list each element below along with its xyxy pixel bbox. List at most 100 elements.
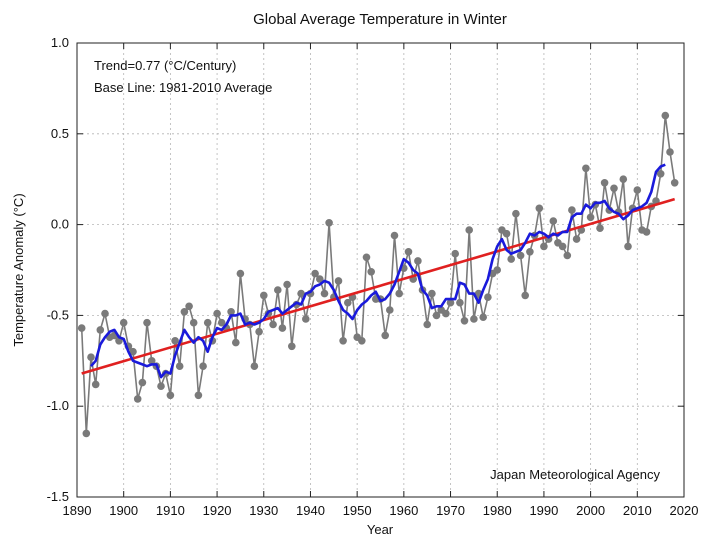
annual-anomaly-point	[255, 327, 263, 336]
x-tick-label: 1940	[296, 503, 325, 518]
annual-anomaly-point	[442, 309, 450, 318]
annual-anomaly-point	[91, 380, 100, 389]
y-tick-label: -0.5	[47, 307, 69, 322]
annual-anomaly-point	[227, 308, 235, 316]
annual-anomaly-point	[339, 337, 347, 345]
y-tick-label: -1.5	[47, 489, 69, 504]
annual-anomaly-point	[661, 111, 670, 120]
x-tick-label: 1930	[249, 503, 278, 518]
x-tick-label: 2010	[623, 503, 652, 518]
annual-anomaly-point	[428, 289, 436, 298]
annual-anomaly-point	[642, 228, 651, 236]
annual-anomaly-point	[633, 186, 642, 194]
annual-anomaly-point	[586, 213, 595, 222]
annual-anomaly-point	[493, 266, 502, 274]
x-tick-label: 1890	[63, 503, 92, 518]
x-tick-label: 1990	[529, 503, 558, 518]
annual-anomaly-point	[516, 251, 525, 260]
annual-anomaly-point	[484, 293, 492, 302]
annual-anomaly-point	[568, 206, 576, 214]
annual-anomaly-point	[582, 164, 590, 173]
axis-ticks: 1890 1900 1910 1920 1930 1940 1950 1960 1970 1980…	[47, 35, 699, 518]
annual-anomaly-point	[302, 315, 310, 323]
annual-anomaly-point	[512, 209, 520, 218]
annual-anomaly-point	[189, 318, 198, 327]
x-tick-label: 2020	[670, 503, 699, 518]
annual-anomaly-point	[278, 324, 287, 332]
annual-anomaly-point	[666, 148, 674, 156]
annual-anomaly-point	[423, 320, 432, 329]
x-axis-label: Year	[367, 522, 394, 537]
annual-anomaly-point	[283, 280, 291, 289]
annual-anomaly-point	[157, 382, 165, 391]
annual-anomaly-point	[166, 391, 175, 400]
annual-anomaly-point	[316, 275, 324, 283]
plot-frame	[76, 42, 685, 498]
annual-anomaly-point	[119, 318, 128, 327]
annual-anomaly-point	[432, 311, 441, 320]
x-tick-label: 1920	[203, 503, 232, 518]
y-tick-label: 1.0	[51, 35, 69, 50]
annual-anomaly-point	[451, 249, 460, 258]
annual-anomaly-point	[502, 229, 511, 238]
annual-anomaly-point	[367, 268, 376, 276]
annual-anomaly-point	[670, 179, 679, 187]
x-tick-label: 1950	[343, 503, 372, 518]
annual-anomaly-point	[362, 253, 371, 262]
annual-anomaly-point	[656, 170, 665, 178]
x-tick-label: 1980	[483, 503, 512, 518]
running-mean-line	[90, 163, 666, 379]
annual-anomaly-point	[171, 337, 179, 345]
x-tick-label: 1960	[389, 503, 418, 518]
annual-anomaly-point	[175, 362, 184, 371]
annotation-baseline: Base Line: 1981-2010 Average	[94, 80, 272, 95]
data-series	[77, 111, 679, 438]
annual-anomaly-point	[358, 337, 366, 345]
annual-anomaly-point	[250, 362, 259, 371]
annual-anomaly-point	[558, 242, 567, 251]
annual-anomaly-point	[610, 184, 618, 193]
annual-anomaly-point	[624, 242, 632, 251]
annual-anomaly-point	[395, 289, 404, 298]
annotation-trend: Trend=0.77 (°C/Century)	[94, 58, 236, 73]
annual-anomaly-point	[82, 429, 91, 438]
annual-anomaly-point	[470, 315, 478, 323]
x-tick-label: 1900	[109, 503, 138, 518]
chart-title: Global Average Temperature in Winter	[253, 11, 507, 28]
annual-anomaly-point	[619, 175, 628, 183]
annual-anomaly-point	[535, 204, 544, 213]
annual-anomaly-point	[334, 277, 343, 285]
annual-anomaly-point	[77, 324, 86, 332]
annual-anomaly-point	[297, 289, 305, 298]
annual-anomaly-point	[446, 298, 455, 307]
annual-anomaly-point	[194, 391, 203, 400]
annual-anomaly-point	[199, 362, 207, 371]
annual-anomaly-point	[540, 242, 548, 251]
annual-anomaly-point	[311, 269, 319, 278]
y-tick-label: 0.0	[51, 217, 69, 232]
annual-anomaly-point	[232, 338, 240, 347]
annual-anomaly-point	[526, 248, 534, 256]
annual-anomaly-point	[596, 224, 604, 232]
annual-anomaly-point	[325, 219, 333, 227]
annual-anomaly-point	[217, 318, 226, 327]
annual-anomaly-point	[563, 251, 572, 260]
annual-anomaly-point	[260, 291, 268, 300]
y-tick-label: -1.0	[47, 398, 69, 413]
annual-anomaly-point	[386, 306, 394, 314]
annual-anomaly-point	[180, 308, 189, 316]
annual-anomaly-point	[129, 347, 137, 356]
annual-anomaly-point	[147, 357, 156, 365]
annual-anomaly-point	[236, 269, 245, 278]
annual-anomaly-point	[381, 331, 390, 340]
x-tick-label: 1910	[156, 503, 185, 518]
annual-anomaly-point	[274, 286, 282, 294]
annual-anomaly-point	[572, 235, 581, 243]
annual-anomaly-point	[101, 309, 109, 318]
annual-anomaly-point	[479, 313, 488, 322]
annual-anomaly-point	[133, 395, 142, 403]
x-tick-label: 2000	[576, 503, 605, 518]
annual-anomaly-point	[404, 248, 413, 256]
